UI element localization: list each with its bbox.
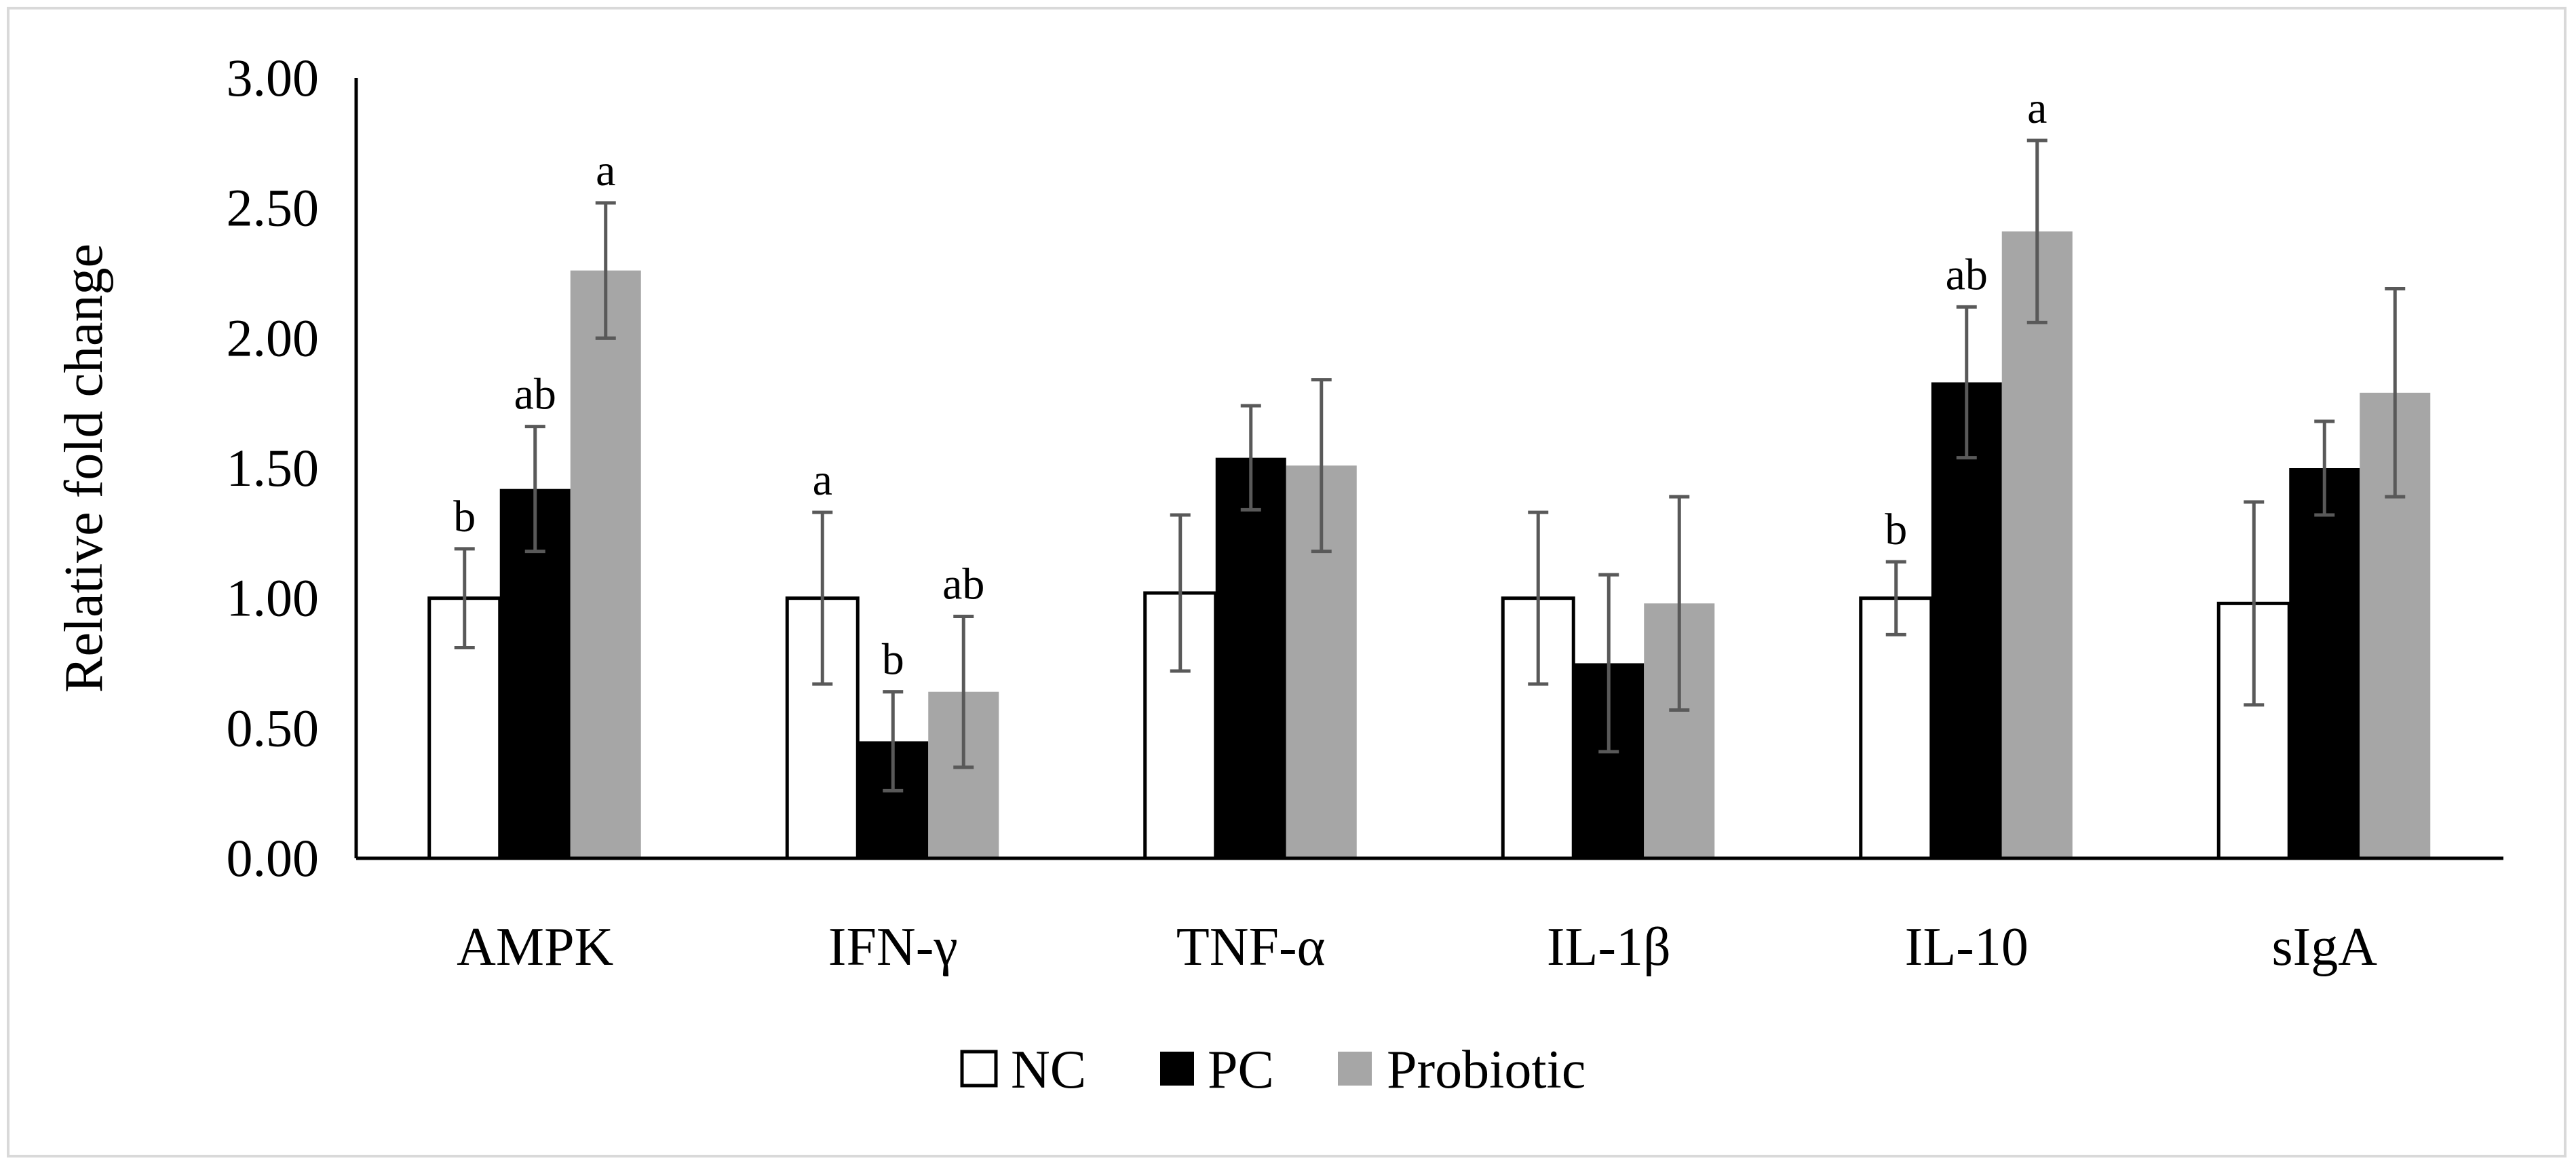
x-tick-label: IFN-γ (828, 917, 958, 977)
y-tick-label: 2.50 (227, 178, 320, 237)
y-tick-label: 3.00 (227, 48, 320, 107)
x-axis-tick-labels: AMPK IFN-γ TNF-α IL-1β IL-10 sIgA (457, 917, 2377, 977)
y-tick-label: 0.00 (227, 828, 320, 887)
legend-swatch-nc (960, 1050, 998, 1088)
legend: NC PC Probiotic (960, 1040, 1585, 1100)
bar-pc-2 (1215, 457, 1286, 858)
y-tick-label: 2.00 (227, 308, 320, 367)
legend-label-probiotic: Probiotic (1387, 1040, 1585, 1100)
y-tick-label: 0.50 (227, 698, 320, 757)
significance-letter: a (813, 455, 832, 505)
significance-letter: b (453, 492, 476, 541)
legend-swatch-probiotic (1338, 1052, 1372, 1086)
legend-label-nc: NC (1011, 1040, 1086, 1100)
bars (427, 231, 2431, 860)
legend-label-pc: PC (1208, 1040, 1274, 1100)
error-bars (454, 138, 2406, 792)
significance-letter: ab (1946, 250, 1988, 299)
significance-letter: a (596, 146, 615, 195)
significance-letter: a (2027, 83, 2047, 133)
x-tick-label: TNF-α (1176, 917, 1326, 977)
bar-nc-4 (1859, 596, 1934, 860)
bar-probiotic-4 (2001, 231, 2073, 859)
bar-pc-5 (2289, 468, 2360, 858)
significance-letter: ab (514, 370, 556, 419)
legend-swatch-pc (1160, 1052, 1194, 1086)
bar-probiotic-0 (570, 270, 641, 859)
x-tick-label: IL-10 (1905, 917, 2029, 977)
y-tick-label: 1.00 (227, 569, 320, 628)
x-tick-label: AMPK (457, 917, 613, 977)
significance-letter: b (882, 635, 904, 685)
significance-letter: b (1885, 505, 1907, 554)
y-tick-label: 1.50 (227, 438, 320, 497)
x-tick-label: IL-1β (1547, 917, 1671, 977)
y-axis-ticks: 0.00 0.50 1.00 1.50 2.00 2.50 3.00 (227, 48, 320, 887)
x-tick-label: sIgA (2271, 917, 2377, 977)
significance-letter: ab (942, 560, 984, 609)
bar-pc-4 (1931, 382, 2002, 858)
y-axis-label: Relative fold change (54, 244, 114, 693)
